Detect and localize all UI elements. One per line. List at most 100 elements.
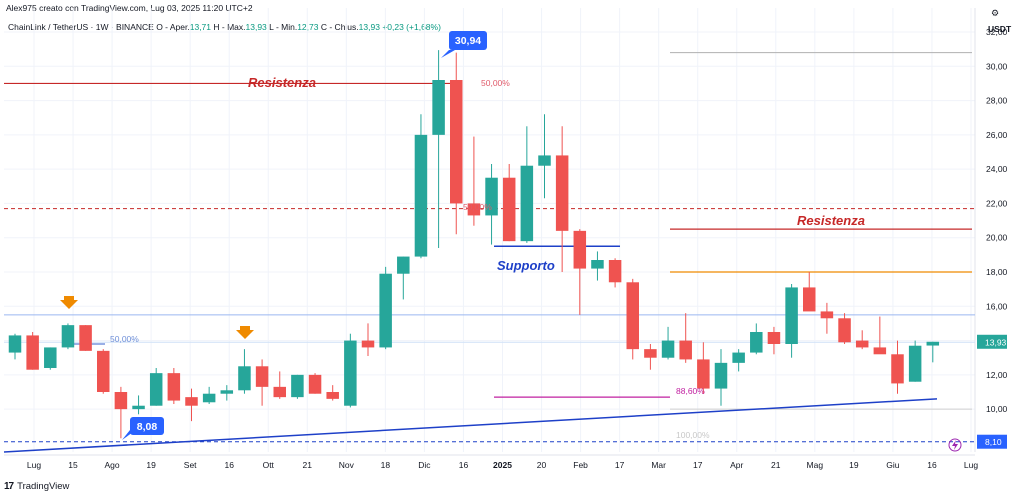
y-tick-label: 24,00: [986, 164, 1008, 174]
candle-body: [697, 359, 710, 389]
open-label: O - Aper.: [156, 22, 190, 32]
close-label: C - Chius.: [320, 22, 359, 32]
candle-body: [450, 80, 463, 204]
y-tick-label: 28,00: [986, 96, 1008, 106]
low-callout-label: 8,08: [137, 421, 158, 433]
candle-body: [61, 325, 75, 348]
y-tick-label: 22,00: [986, 198, 1008, 208]
candle-body: [185, 397, 198, 406]
candle-body: [291, 374, 304, 398]
candle-body: [273, 386, 286, 398]
resistance-label-right: Resistenza: [797, 213, 865, 228]
x-tick-label: 16: [459, 460, 469, 470]
candle-body: [414, 134, 428, 257]
trendline: [3, 398, 938, 453]
lightning-bolt-icon: [952, 440, 958, 450]
candle-body: [255, 366, 269, 387]
candle-body: [79, 325, 92, 351]
high-callout-label: 30,94: [455, 35, 481, 47]
x-tick-label: 21: [771, 460, 781, 470]
x-tick-label: 16: [224, 460, 234, 470]
candle-body: [855, 340, 869, 348]
symbol-name[interactable]: ChainLink / TetherUS · 1W · BINANCE: [8, 22, 154, 32]
gear-icon[interactable]: ⚙: [991, 8, 1000, 18]
x-tick-label: 18: [381, 460, 391, 470]
y-tick-label: 30,00: [986, 61, 1008, 71]
candle-body: [467, 203, 481, 216]
candle-body: [750, 332, 763, 353]
candle-body: [573, 230, 587, 269]
change-value: +0,23 (+1,68%): [382, 22, 441, 32]
candle-body: [202, 393, 216, 403]
candle-body: [891, 354, 904, 384]
x-tick-label: Feb: [573, 460, 588, 470]
x-tick-label: Dic: [418, 460, 431, 470]
y-tick-label: 16,00: [986, 301, 1008, 311]
candle-body: [591, 260, 604, 269]
candle-body: [397, 256, 410, 274]
high-value: 13,93: [245, 22, 267, 32]
x-tick-label: Apr: [730, 460, 743, 470]
candle-body: [520, 165, 534, 242]
x-tick-label: Lug: [27, 460, 41, 470]
y-tick-label: 32,00: [986, 27, 1008, 37]
y-tick-label: 10,00: [986, 404, 1008, 414]
fib-50-label: 50,00%: [110, 334, 139, 344]
candle-body: [873, 347, 887, 355]
x-tick-label: 17: [693, 460, 703, 470]
x-tick-label: 21: [303, 460, 313, 470]
low-value: 12,73: [297, 22, 319, 32]
x-tick-label: Ago: [105, 460, 120, 470]
candle-body: [538, 155, 551, 166]
candle-body: [149, 373, 163, 406]
current-price-tag: [977, 334, 1007, 349]
fib-100-label: 100,00%: [676, 430, 710, 440]
support-price-label: 8,10: [985, 437, 1002, 447]
candle-body: [767, 332, 781, 344]
lightning-icon: [948, 438, 962, 452]
x-tick-label: 2025: [493, 460, 512, 470]
candle-body: [502, 177, 516, 242]
candle-body: [379, 273, 392, 348]
candle-body: [820, 311, 834, 319]
close-value: 13,93: [358, 22, 380, 32]
x-tick-label: Set: [184, 460, 197, 470]
candle-body: [926, 341, 940, 346]
tradingview-brand[interactable]: 17 TradingView: [4, 481, 69, 492]
candle-body: [167, 373, 181, 401]
support-label: Supporto: [497, 258, 555, 273]
candle-body: [485, 177, 498, 216]
x-tick-label: Lug: [964, 460, 978, 470]
candle-body: [838, 318, 851, 343]
candle-body: [26, 335, 39, 370]
open-value: 13,71: [189, 22, 212, 32]
candle-body: [238, 366, 251, 391]
fib-50-label: 50,00%: [463, 202, 492, 212]
candle-body: [679, 340, 692, 360]
y-tick-label: 18,00: [986, 267, 1008, 277]
candle-body: [97, 350, 110, 392]
candle-body: [326, 392, 339, 399]
candle-body: [803, 287, 816, 312]
candle-body: [432, 80, 445, 135]
candle-body: [308, 374, 322, 394]
x-tick-label: 17: [615, 460, 625, 470]
candle-body: [555, 155, 569, 231]
candle-body: [785, 287, 798, 344]
callout-pointer: [441, 50, 455, 58]
x-tick-label: Mag: [807, 460, 824, 470]
candle-body: [132, 405, 145, 410]
fib-886-label: 88,60%: [676, 386, 705, 396]
arrow-down-icon: [236, 326, 254, 339]
axis-currency[interactable]: USDT: [988, 24, 1012, 34]
y-tick-label: 26,00: [986, 130, 1008, 140]
y-tick-label: 20,00: [986, 233, 1008, 243]
candle-body: [908, 345, 922, 382]
resistance-label: Resistenza: [248, 75, 316, 90]
candle-body: [714, 362, 728, 389]
candle-body: [732, 352, 745, 363]
y-tick-label: 12,00: [986, 370, 1008, 380]
x-tick-label: 15: [68, 460, 78, 470]
